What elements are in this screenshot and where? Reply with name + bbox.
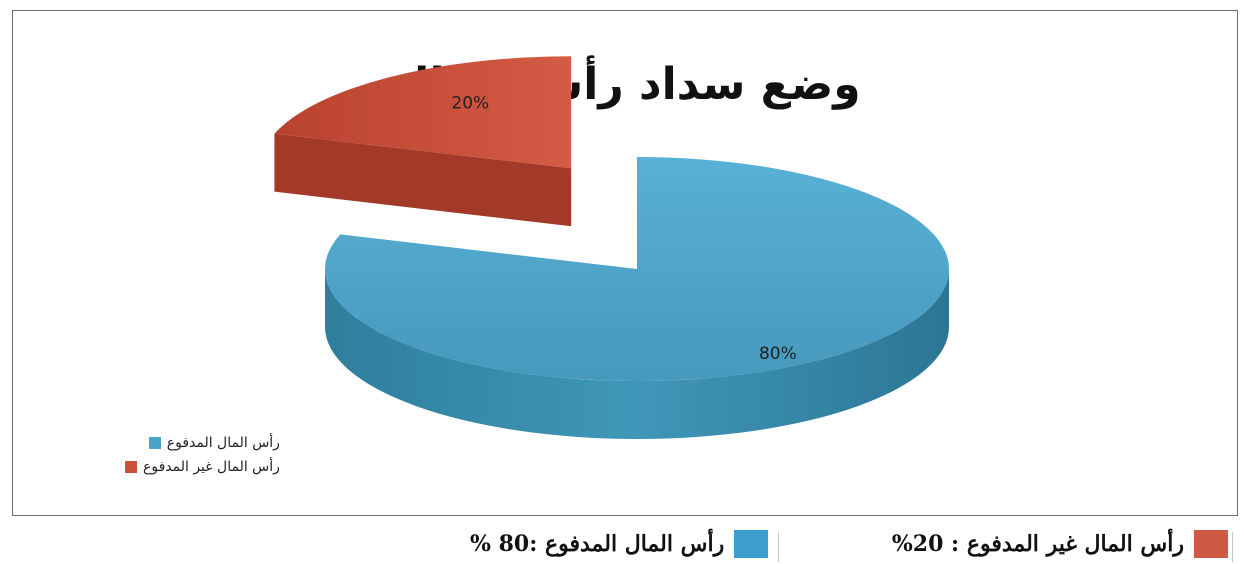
key-text-paid: رأس المال المدفوع :80 % [470, 531, 725, 557]
slice-side-0 [325, 269, 949, 439]
chart-legend: رأس المال المدفوع رأس المال غير المدفوع [125, 435, 280, 483]
slice-top-1 [274, 56, 572, 169]
key-paid: رأس المال المدفوع :80 % [470, 530, 769, 558]
slice-label-0: 80% [759, 344, 797, 364]
slice-face-1 [274, 133, 572, 227]
legend-item-unpaid: رأس المال غير المدفوع [125, 459, 280, 475]
legend-label-unpaid: رأس المال غير المدفوع [143, 459, 280, 475]
key-unpaid: رأس المال غير المدفوع : 20% [892, 530, 1228, 558]
legend-label-paid: رأس المال المدفوع [166, 435, 280, 451]
legend-item-paid: رأس المال المدفوع [125, 435, 280, 451]
chart-frame: وضع سداد رأس المال 80% 20% رأس المال المد… [12, 10, 1238, 516]
key-swatch-unpaid [1194, 530, 1228, 558]
key-swatch-paid [734, 530, 769, 558]
slice-top-0 [325, 157, 949, 381]
bottom-key: رأس المال غير المدفوع : 20% رأس المال ال… [0, 526, 1244, 564]
legend-swatch-unpaid [125, 461, 137, 473]
pie-chart: 80% 20% [274, 56, 949, 439]
legend-swatch-paid [148, 437, 161, 449]
key-text-unpaid: رأس المال غير المدفوع : 20% [891, 531, 1184, 557]
slice-label-1: 20% [451, 93, 489, 113]
key-separator-right [1232, 532, 1233, 562]
key-separator-mid [778, 532, 779, 562]
